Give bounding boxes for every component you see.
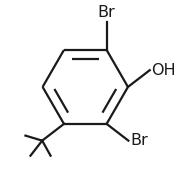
- Text: Br: Br: [98, 5, 115, 20]
- Text: OH: OH: [151, 63, 176, 78]
- Text: Br: Br: [130, 133, 148, 148]
